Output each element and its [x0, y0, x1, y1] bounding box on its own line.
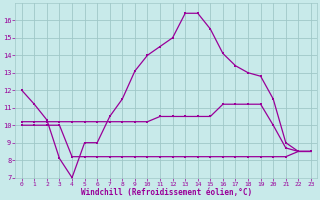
X-axis label: Windchill (Refroidissement éolien,°C): Windchill (Refroidissement éolien,°C) [81, 188, 252, 197]
